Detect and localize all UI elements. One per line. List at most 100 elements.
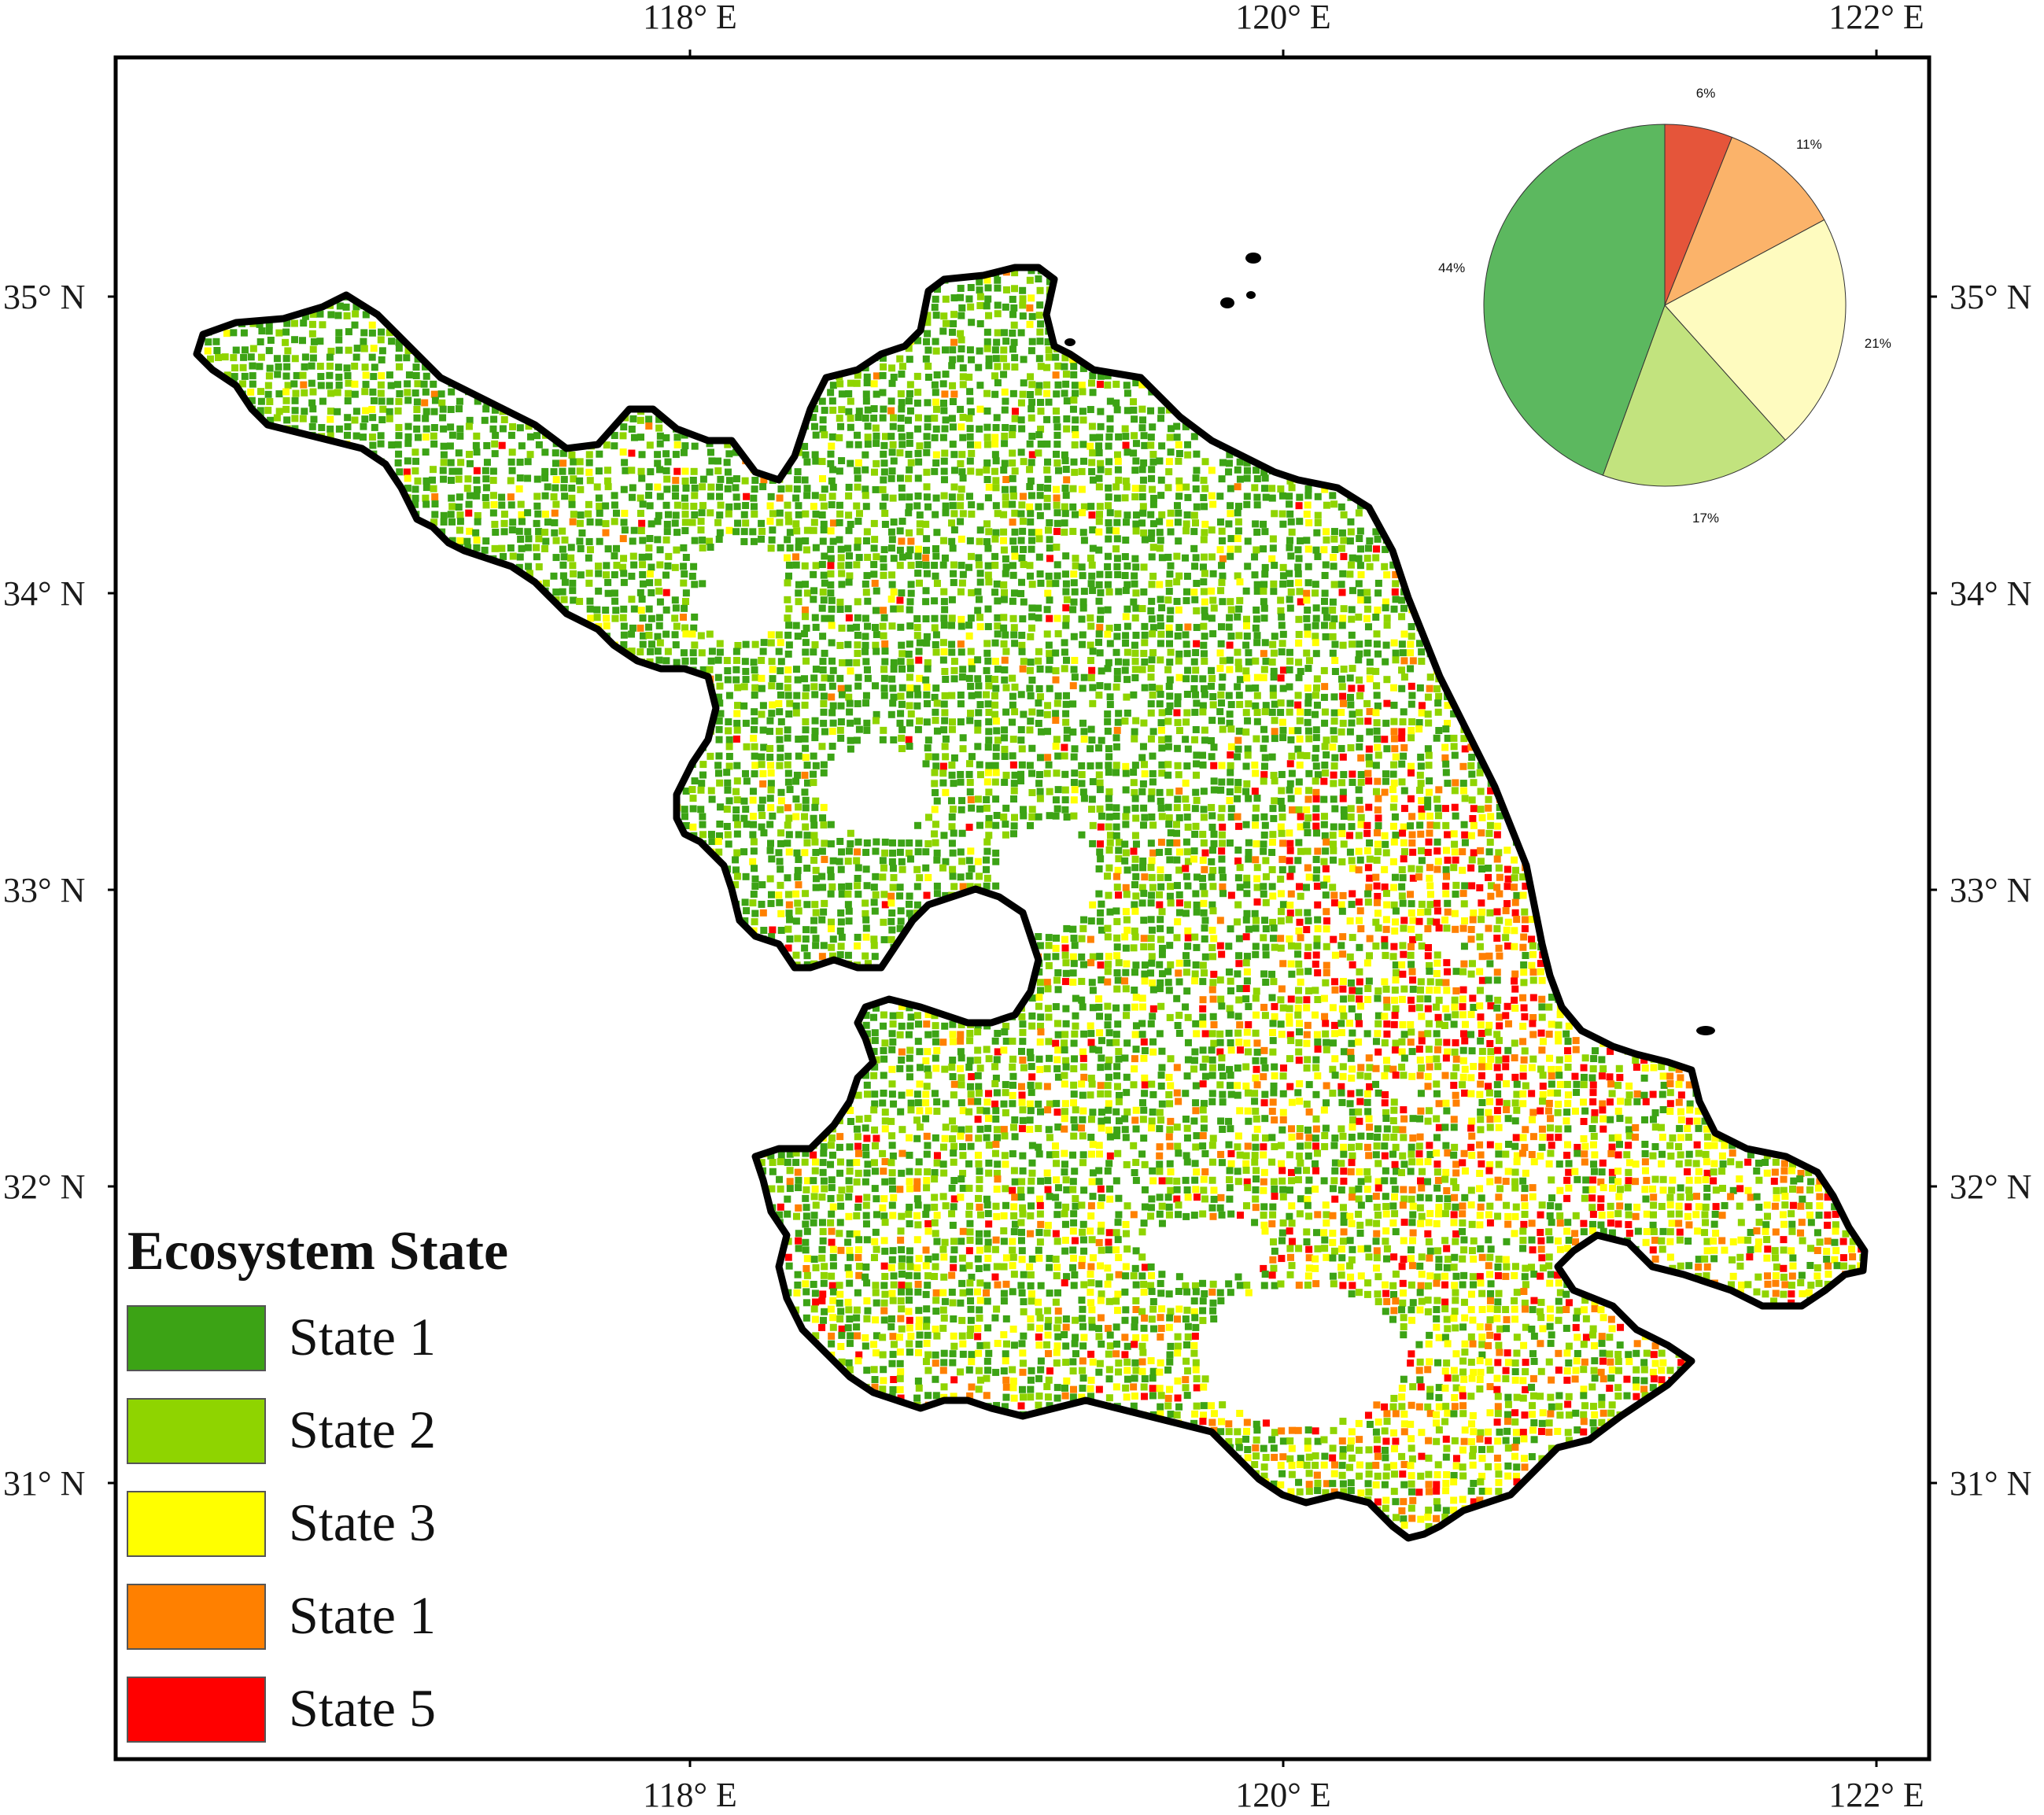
raster-pixel — [1337, 503, 1345, 511]
raster-pixel — [544, 483, 552, 491]
raster-pixel — [360, 345, 368, 352]
raster-pixel — [368, 405, 376, 413]
raster-pixel — [1036, 511, 1044, 519]
raster-pixel — [898, 493, 906, 501]
raster-pixel — [654, 536, 662, 544]
raster-pixel — [1295, 502, 1303, 510]
raster-pixel — [1028, 433, 1036, 441]
raster-pixel — [472, 529, 480, 537]
raster-pixel — [223, 371, 231, 379]
raster-pixel — [837, 422, 845, 430]
raster-pixel — [290, 380, 298, 388]
raster-pixel — [1201, 503, 1208, 511]
raster-pixel — [1072, 511, 1079, 518]
raster-pixel — [751, 510, 758, 518]
raster-pixel — [1069, 503, 1077, 511]
raster-pixel — [1157, 537, 1164, 544]
raster-pixel — [888, 379, 896, 387]
raster-pixel — [855, 408, 863, 415]
raster-pixel — [327, 389, 335, 397]
raster-pixel — [412, 371, 420, 379]
raster-pixel — [1113, 535, 1121, 543]
raster-pixel — [335, 425, 343, 433]
raster-pixel — [611, 501, 618, 509]
raster-pixel — [560, 484, 568, 492]
raster-pixel — [1304, 485, 1312, 493]
raster-pixel — [334, 363, 342, 371]
raster-pixel — [940, 467, 948, 475]
raster-pixel — [1132, 511, 1140, 519]
raster-pixel — [1080, 503, 1088, 511]
raster-pixel — [291, 415, 299, 422]
raster-pixel — [1105, 442, 1112, 450]
raster-pixel — [991, 451, 999, 459]
raster-pixel — [699, 537, 707, 544]
raster-pixel — [267, 416, 275, 424]
raster-pixel — [880, 555, 887, 563]
raster-pixel — [258, 327, 266, 335]
raster-pixel — [1046, 555, 1053, 563]
raster-pixel — [412, 363, 420, 371]
raster-pixel — [465, 509, 473, 517]
raster-pixel — [1089, 433, 1097, 441]
lon-label-bottom: 122° E — [1828, 1776, 1924, 1814]
raster-pixel — [654, 451, 662, 459]
raster-pixel — [827, 389, 835, 397]
raster-pixel — [1044, 338, 1052, 346]
raster-pixel — [212, 338, 220, 345]
raster-pixel — [1105, 502, 1112, 510]
raster-pixel — [957, 423, 965, 431]
raster-pixel — [335, 329, 343, 337]
raster-pixel — [541, 448, 549, 456]
raster-pixel — [1028, 312, 1036, 320]
raster-pixel — [611, 432, 618, 440]
raster-pixel — [1167, 509, 1175, 517]
raster-pixel — [1382, 545, 1389, 553]
raster-pixel — [628, 493, 636, 501]
raster-pixel — [959, 414, 967, 422]
raster-pixel — [1192, 519, 1200, 527]
raster-pixel — [1071, 382, 1079, 389]
raster-pixel — [932, 459, 940, 467]
raster-pixel — [422, 415, 430, 422]
raster-pixel — [1226, 451, 1234, 459]
lat-label-right: 34° N — [1950, 574, 2031, 613]
raster-pixel — [957, 485, 965, 493]
raster-pixel — [240, 353, 248, 361]
raster-pixel — [456, 511, 464, 519]
raster-pixel — [619, 563, 627, 571]
raster-pixel — [1252, 520, 1260, 528]
raster-pixel — [968, 501, 976, 509]
raster-pixel — [793, 527, 801, 535]
raster-pixel — [1149, 458, 1157, 466]
raster-pixel — [569, 518, 577, 526]
raster-pixel — [1208, 553, 1216, 561]
raster-pixel — [820, 520, 828, 528]
raster-pixel — [368, 321, 376, 329]
raster-pixel — [309, 388, 317, 396]
raster-pixel — [1112, 545, 1120, 553]
raster-pixel — [560, 553, 568, 561]
raster-pixel — [829, 519, 837, 527]
raster-pixel — [845, 408, 853, 415]
raster-pixel — [524, 458, 532, 466]
raster-pixel — [388, 338, 396, 345]
raster-pixel — [786, 529, 794, 537]
raster-pixel — [1043, 389, 1051, 397]
raster-pixel — [282, 405, 290, 413]
raster-pixel — [932, 347, 940, 355]
raster-pixel — [404, 380, 411, 388]
raster-pixel — [794, 468, 802, 476]
raster-pixel — [1052, 353, 1060, 361]
raster-pixel — [732, 484, 740, 492]
raster-pixel — [914, 389, 922, 397]
raster-pixel — [873, 553, 880, 561]
raster-pixel — [717, 475, 725, 483]
raster-pixel — [864, 433, 872, 441]
raster-pixel — [656, 432, 664, 440]
raster-pixel — [474, 511, 481, 519]
raster-pixel — [309, 310, 317, 318]
raster-pixel — [351, 362, 359, 370]
raster-pixel — [959, 364, 967, 372]
raster-pixel — [492, 431, 500, 439]
